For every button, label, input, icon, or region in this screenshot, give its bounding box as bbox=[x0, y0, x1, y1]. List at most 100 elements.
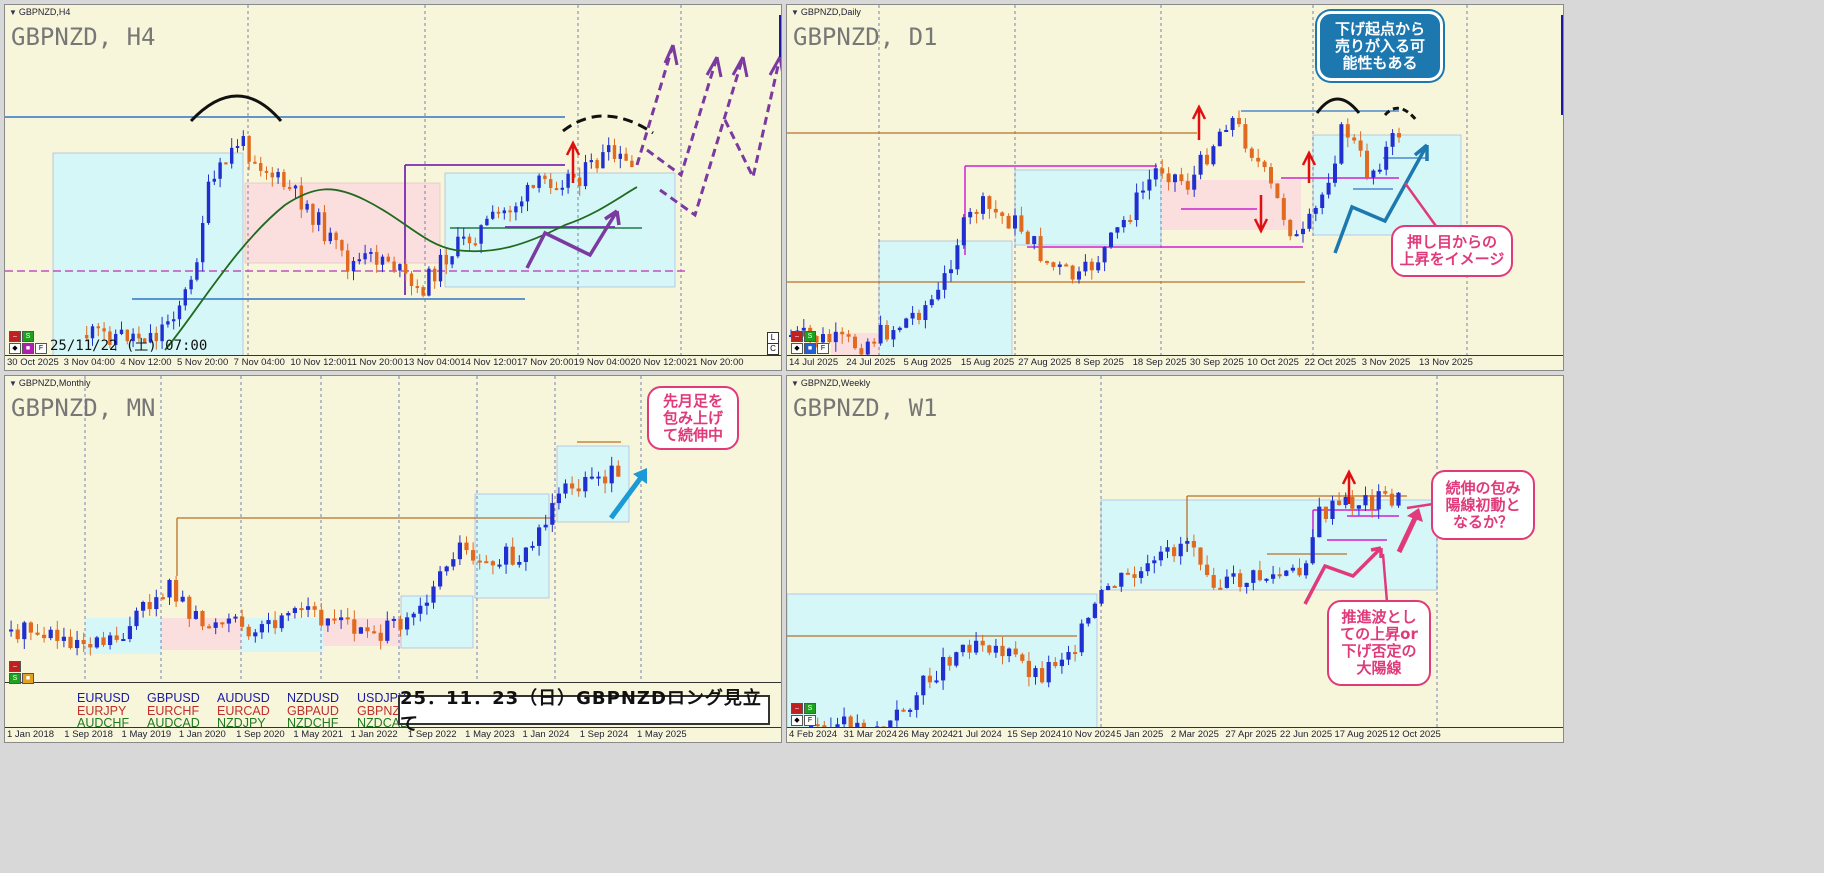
candle-body bbox=[504, 546, 509, 565]
symbol-link[interactable]: GBPUSD bbox=[147, 691, 200, 705]
symbol-link[interactable]: NZDCAD bbox=[357, 716, 410, 730]
candle-body bbox=[180, 596, 185, 602]
axis-tick-label: 27 Apr 2025 bbox=[1225, 729, 1277, 740]
chart-pane-mn[interactable]: ▼ GBPNZD,Monthly GBPNZD, MN 先月足を 包み上げ て続伸… bbox=[4, 375, 782, 743]
candle-body bbox=[1390, 133, 1395, 147]
candle-body bbox=[1166, 173, 1171, 183]
candle-body bbox=[134, 610, 139, 627]
candle-body bbox=[187, 596, 192, 619]
symbol-link[interactable]: AUDCAD bbox=[147, 716, 200, 730]
candle-body bbox=[560, 187, 564, 190]
chart-canvas-d1[interactable] bbox=[787, 5, 1564, 371]
symbol-link[interactable]: NZDCHF bbox=[287, 716, 339, 730]
minus-icon[interactable]: – bbox=[791, 703, 803, 714]
symbol-link[interactable]: USDJPY bbox=[357, 691, 407, 705]
symbol-link[interactable]: EURUSD bbox=[77, 691, 130, 705]
color-icon[interactable]: ■ bbox=[22, 673, 34, 684]
candle-body bbox=[226, 618, 231, 624]
candle-body bbox=[589, 160, 593, 163]
chart-canvas-mn[interactable] bbox=[5, 376, 782, 743]
dropdown-icon[interactable]: ▼ bbox=[791, 7, 799, 17]
candle-body bbox=[1191, 541, 1196, 548]
cursor-icon[interactable]: ◆ bbox=[9, 343, 21, 354]
symbol-link[interactable]: EURCAD bbox=[217, 703, 270, 718]
candle-body bbox=[624, 153, 628, 161]
candle-body bbox=[160, 597, 165, 600]
candle-body bbox=[369, 251, 373, 254]
minus-icon[interactable]: – bbox=[9, 331, 21, 342]
candle-body bbox=[484, 561, 489, 564]
candle-body bbox=[1178, 543, 1183, 557]
candle-body bbox=[1070, 265, 1075, 280]
minus-icon[interactable]: – bbox=[9, 661, 21, 672]
cursor-icon[interactable]: ◆ bbox=[791, 715, 803, 726]
candle-body bbox=[241, 136, 245, 146]
s-icon[interactable]: S bbox=[22, 331, 34, 342]
chart-pane-w1[interactable]: ▼ GBPNZD,Weekly GBPNZD, W1 続伸の包み 陽線初動と なる… bbox=[786, 375, 1564, 743]
candle-body bbox=[259, 624, 264, 633]
symbol-link[interactable]: AUDCHF bbox=[77, 716, 130, 730]
candle-body bbox=[1290, 567, 1295, 571]
symbol-link[interactable]: GBPAUD bbox=[287, 703, 339, 718]
color-icon[interactable]: ■ bbox=[22, 343, 34, 354]
axis-tick-label: 10 Nov 12:00 bbox=[290, 357, 347, 368]
candle-body bbox=[213, 622, 218, 628]
dropdown-icon[interactable]: ▼ bbox=[9, 378, 17, 388]
symbol-link[interactable]: NZDUSD bbox=[287, 691, 340, 705]
candle-body bbox=[1046, 662, 1051, 683]
s-icon[interactable]: S bbox=[804, 703, 816, 714]
symbol-link[interactable]: NZDJPY bbox=[217, 716, 266, 730]
dropdown-icon[interactable]: ▼ bbox=[791, 378, 799, 388]
candle-body bbox=[273, 620, 278, 629]
symbol-link[interactable]: AUDUSD bbox=[217, 691, 270, 705]
candle-body bbox=[358, 627, 363, 634]
callout-pointer bbox=[1403, 182, 1443, 234]
f-icon[interactable]: F bbox=[817, 343, 829, 354]
color-icon[interactable]: ■ bbox=[804, 343, 816, 354]
chart-pane-d1[interactable]: ▼ GBPNZD,Daily GBPNZD, D1 下げ起点から 売りが入る可 能… bbox=[786, 4, 1564, 371]
candle-body bbox=[424, 602, 429, 606]
candle-body bbox=[1006, 215, 1011, 229]
f-icon[interactable]: F bbox=[804, 715, 816, 726]
candle-body bbox=[848, 716, 853, 735]
candle-body bbox=[1224, 576, 1229, 588]
candle-body bbox=[510, 546, 515, 565]
candle-body bbox=[427, 268, 431, 296]
symbol-link[interactable]: EURCHF bbox=[147, 703, 200, 718]
candle-body bbox=[901, 709, 906, 712]
callout-engulfing-up: 先月足を 包み上げ て続伸中 bbox=[647, 386, 739, 450]
axis-tick-label: 1 May 2021 bbox=[293, 729, 344, 740]
candle-body bbox=[345, 617, 350, 620]
candle-body bbox=[148, 332, 153, 343]
candle-body bbox=[1333, 163, 1337, 183]
s-icon[interactable]: S bbox=[9, 673, 21, 684]
dropdown-icon[interactable]: ▼ bbox=[9, 7, 17, 17]
candle-body bbox=[1284, 570, 1289, 576]
chart-canvas-h4[interactable] bbox=[5, 5, 782, 371]
candle-body bbox=[114, 635, 119, 640]
symbol-link[interactable]: GBPNZD bbox=[357, 703, 410, 718]
cursor-icon[interactable]: ◆ bbox=[791, 343, 803, 354]
axis-tick-label: 12 Oct 2025 bbox=[1389, 729, 1441, 740]
d1-red-arrows bbox=[1191, 104, 1317, 234]
chart-canvas-w1[interactable] bbox=[787, 376, 1564, 743]
f-icon[interactable]: F bbox=[35, 343, 47, 354]
candle-body bbox=[246, 626, 251, 637]
symbol-link[interactable]: EURJPY bbox=[77, 703, 127, 718]
candle-body bbox=[464, 542, 469, 551]
minus-icon[interactable]: – bbox=[791, 331, 803, 342]
candle-body bbox=[980, 640, 985, 646]
candle-body bbox=[160, 324, 164, 342]
crosshair-time-label: 25/11/22 (土) 07:00 bbox=[50, 338, 208, 354]
scale-c-button[interactable]: C bbox=[767, 343, 779, 355]
candle-body bbox=[212, 178, 216, 182]
candle-body bbox=[1281, 198, 1286, 220]
candle-body bbox=[137, 333, 141, 339]
candle-body bbox=[954, 652, 959, 666]
mn-vgrid bbox=[84, 376, 642, 682]
candle-body bbox=[1376, 491, 1381, 510]
s-icon[interactable]: S bbox=[804, 331, 816, 342]
candle-body bbox=[96, 326, 100, 329]
chart-pane-h4[interactable]: ▼ GBPNZD,H4 GBPNZD, H4 25/11/22 (土) 07:00… bbox=[4, 4, 782, 371]
candle-body bbox=[195, 262, 199, 280]
